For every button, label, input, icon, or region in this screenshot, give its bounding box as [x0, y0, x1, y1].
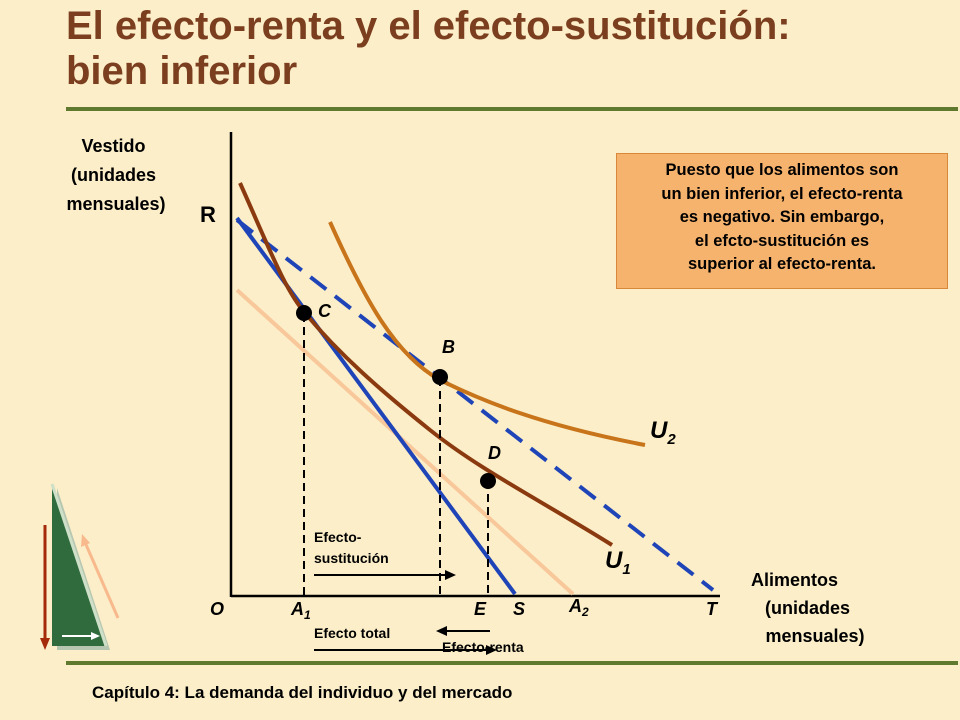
x-axis-label: Alimentos (unidades mensuales) [751, 570, 865, 646]
label-u2: U2 [650, 417, 676, 448]
label-c: C [318, 301, 332, 321]
substitution-arrowhead [445, 570, 456, 580]
explanation-note: Puesto que los alimentos son un bien inf… [616, 153, 948, 289]
note-line-2: un bien inferior, el efecto-renta [661, 184, 903, 203]
title-line-1: El efecto-renta y el efecto-sustitución: [66, 4, 791, 48]
y-axis-label-line-3: mensuales) [66, 194, 165, 214]
substitution-effect-label: Efecto- sustitución [314, 529, 389, 566]
label-u2-main: U [650, 417, 668, 444]
label-o: O [210, 599, 224, 619]
income-effect-arrowhead [436, 626, 447, 636]
top-rule [66, 107, 958, 111]
point-b [432, 369, 448, 385]
point-c [296, 305, 312, 321]
label-a1-sub: 1 [304, 608, 311, 622]
y-axis-label: Vestido (unidades mensuales) [66, 136, 165, 214]
x-axis-label-line-1: Alimentos [751, 570, 838, 590]
label-r: R [200, 202, 216, 227]
note-line-5: superior al efecto-renta. [688, 255, 876, 273]
y-axis-label-line-2: (unidades [71, 165, 156, 185]
note-line-1: Puesto que los alimentos son [665, 161, 899, 179]
label-u1-sub: 1 [622, 561, 630, 578]
footer-chapter: Capítulo 4: La demanda del individuo y d… [92, 683, 513, 702]
decorative-triangle-icon [40, 483, 120, 650]
label-e: E [474, 599, 487, 619]
income-effect-label: Efecto-renta [442, 639, 524, 655]
label-a1: A1 [290, 599, 311, 622]
page-title: El efecto-renta y el efecto-sustitución:… [66, 4, 946, 94]
total-effect-arrowhead [486, 645, 497, 655]
label-s: S [513, 599, 525, 619]
label-d: D [488, 443, 501, 463]
label-u2-sub: 2 [666, 431, 676, 448]
point-d [480, 473, 496, 489]
budget-line-rs [235, 216, 517, 596]
title-line-2: bien inferior [66, 49, 298, 93]
label-a2-sub: 2 [581, 605, 589, 619]
indifference-curve-u2 [328, 221, 646, 447]
x-axis-label-line-3: mensuales) [765, 626, 864, 646]
indifference-curve-u1 [238, 182, 614, 547]
label-a2-main: A [568, 596, 582, 616]
substitution-effect-line-2: sustitución [314, 550, 389, 566]
note-line-3: es negativo. Sin embargo, [679, 208, 885, 226]
x-axis-label-line-2: (unidades [765, 598, 850, 618]
label-t: T [706, 599, 719, 619]
label-a2: A2 [568, 596, 589, 619]
y-axis-label-line-1: Vestido [81, 136, 145, 156]
substitution-effect-line-1: Efecto- [314, 529, 362, 545]
label-u1: U1 [605, 547, 631, 578]
label-b: B [442, 337, 455, 357]
label-a1-main: A [290, 599, 304, 619]
label-u1-main: U [605, 547, 623, 574]
note-line-4: el efcto-sustitución es [694, 231, 870, 250]
bottom-rule [66, 661, 958, 665]
total-effect-label: Efecto total [314, 625, 390, 641]
budget-line-rt-dashed [235, 218, 715, 592]
